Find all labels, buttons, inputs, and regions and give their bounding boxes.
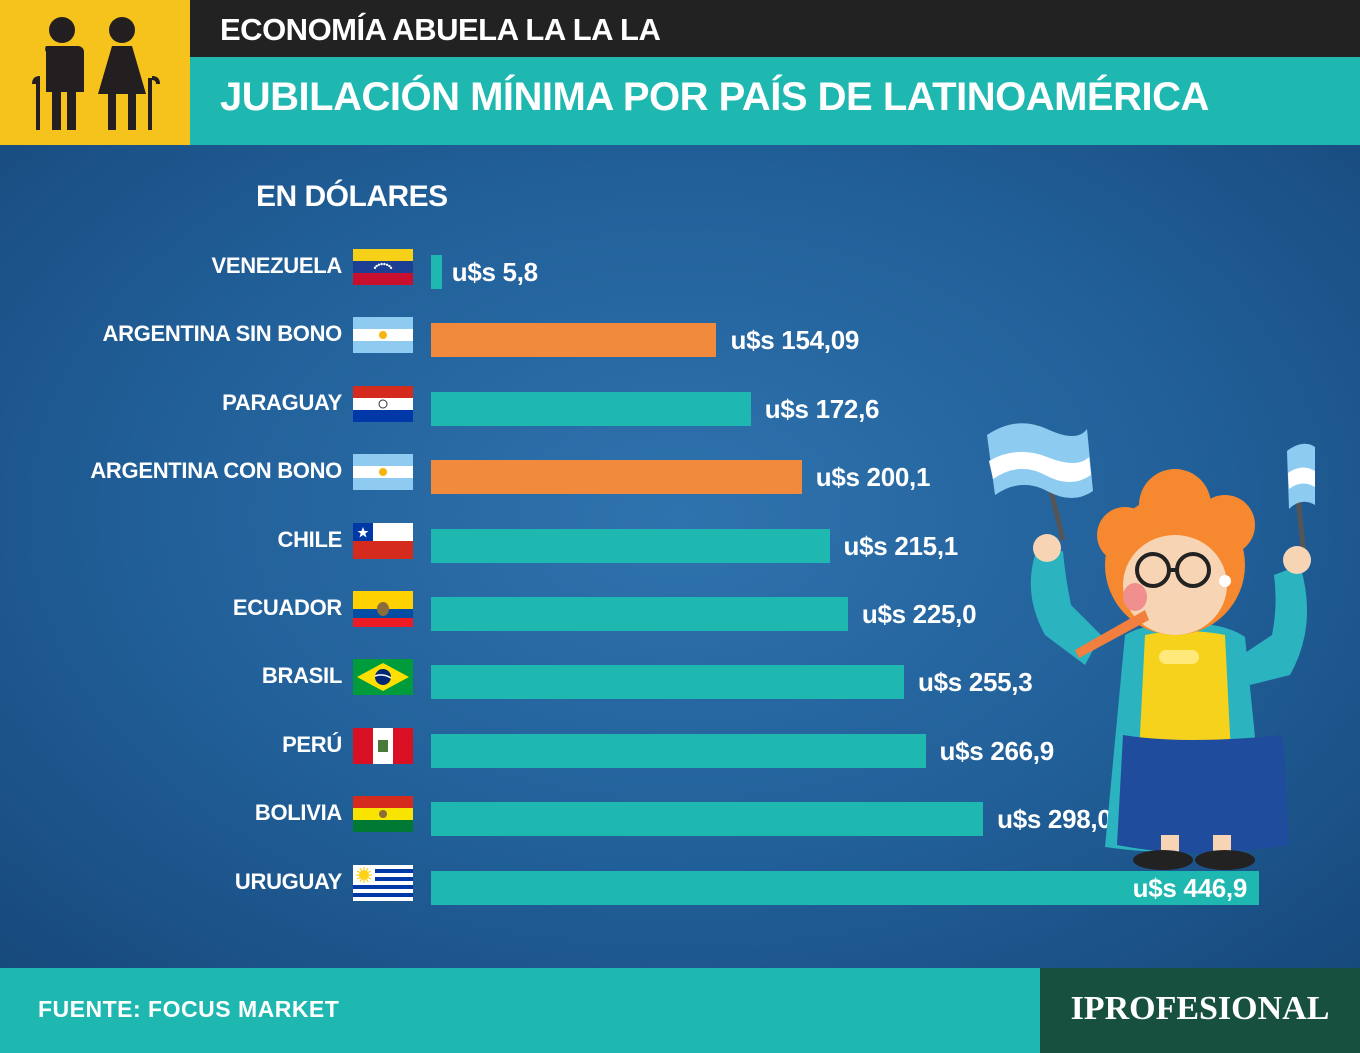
value-label: u$s 172,6 [764,393,880,424]
bar [431,870,1259,905]
paraguay-flag-icon [353,385,413,422]
value-label: u$s 225,0 [861,599,977,629]
value-label: u$s 255,3 [918,667,1033,698]
country-label: VENEZUELA [211,253,342,278]
chile-flag-icon [353,522,413,559]
value-label: u$s 266,9 [939,735,1055,766]
value-label: u$s 215,1 [843,530,959,561]
country-label: BOLIVIA [254,800,342,826]
header-icon-box [0,0,190,145]
header-kicker: ECONOMÍA ABUELA LA LA LA [220,12,661,47]
ecuador-flag-icon [353,591,413,627]
brazil-flag-icon [353,659,413,696]
header-title-bar: JUBILACIÓN MÍNIMA POR PAÍS DE LATINOAMÉR… [190,57,1360,145]
country-label: CHILE [277,526,342,552]
venezuela-flag-icon [353,249,413,285]
bar [431,665,904,700]
grandmother-illustration [987,423,1315,870]
peru-flag-icon [353,727,413,764]
bar [431,528,830,563]
value-label: u$s 446,9 [1132,872,1248,903]
bar [431,391,751,426]
footer-brand-bar: IPROFESIONAL [1040,968,1360,1053]
argentina-flag-icon [353,454,413,491]
bar [431,802,984,837]
country-label: ECUADOR [232,595,342,620]
value-label: u$s 154,09 [730,325,860,356]
country-label: ARGENTINA CON BONO [90,458,342,484]
footer-source-bar: FUENTE: FOCUS MARKET [0,968,1040,1053]
country-label: PARAGUAY [222,389,342,415]
elderly-couple-icon [32,17,160,130]
chart-subtitle: EN DÓLARES [256,180,448,213]
argentina-flag-icon [353,317,413,354]
bar [431,597,848,631]
bar [431,323,717,358]
bar [431,733,926,768]
brand-logo: IPROFESIONAL [1070,990,1330,1027]
uruguay-flag-icon [353,864,413,901]
page-title: JUBILACIÓN MÍNIMA POR PAÍS DE LATINOAMÉR… [220,75,1209,119]
value-label: u$s 5,8 [451,257,538,287]
bar [431,255,442,289]
header-kicker-bar: ECONOMÍA ABUELA LA LA LA [190,0,1360,57]
country-label: URUGUAY [234,868,342,894]
country-label: PERÚ [282,731,342,757]
value-label: u$s 298,0 [997,804,1112,835]
value-label: u$s 200,1 [815,462,931,493]
country-label: BRASIL [261,663,342,689]
bar [431,460,802,495]
bolivia-flag-icon [353,796,413,833]
footer-source: FUENTE: FOCUS MARKET [38,996,340,1022]
country-label: ARGENTINA SIN BONO [102,321,343,347]
